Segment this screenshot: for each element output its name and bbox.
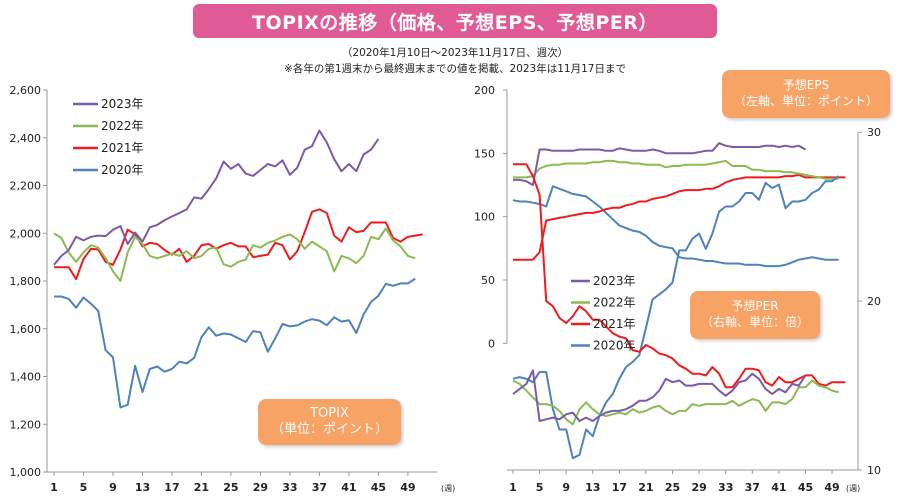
topix-box-unit: （単位：ポイント） (270, 422, 388, 437)
y-tick-label: 1,200 (10, 418, 42, 431)
legend-label: 2023年 (101, 97, 144, 111)
topix-series-2023 (53, 129, 380, 266)
x-tick-label: 41 (341, 481, 356, 494)
per-series-2023 (512, 369, 807, 422)
per-series-2021 (513, 163, 846, 389)
chart-title-banner: TOPIXの推移（価格、予想EPS、予想PER） (193, 4, 717, 38)
x-tick-label: 29 (691, 481, 706, 494)
eps-tick-label: 50 (481, 274, 495, 287)
eps-tick-label: 100 (474, 211, 495, 224)
eps-series-2022 (513, 159, 839, 180)
x-tick-label: 25 (665, 481, 680, 494)
eps-tick-label: 150 (474, 147, 495, 160)
x-tick-label: 29 (253, 481, 268, 494)
topix-series-2020 (54, 277, 416, 409)
topix-label-box: TOPIX （単位：ポイント） (258, 399, 401, 445)
per-tick-label: 10 (867, 464, 881, 477)
x-tick-label: 21 (638, 481, 653, 494)
x-tick-label: 33 (282, 481, 297, 494)
legend-label: 2023年 (593, 274, 636, 288)
eps-box-unit: （左軸、単位：ポイント） (733, 94, 878, 108)
x-tick-label: 9 (109, 481, 117, 494)
per-tick-label: 20 (867, 295, 881, 308)
x-axis-unit: (週) (846, 484, 860, 493)
topix-series-2022 (53, 227, 416, 282)
legend-label: 2022年 (593, 296, 636, 310)
legend-label: 2022年 (101, 119, 144, 133)
topix-box-title: TOPIX (310, 406, 349, 421)
x-tick-label: 17 (612, 481, 627, 494)
x-tick-label: 21 (194, 481, 209, 494)
y-tick-label: 2,000 (10, 227, 42, 240)
eps-series-2020 (512, 185, 839, 268)
x-tick-label: 5 (80, 481, 88, 494)
x-tick-label: 17 (164, 481, 179, 494)
x-tick-label: 45 (371, 481, 386, 494)
eps-tick-label: 200 (474, 84, 495, 97)
x-tick-label: 9 (562, 481, 570, 494)
x-tick-label: 33 (718, 481, 733, 494)
y-tick-label: 1,600 (10, 323, 42, 336)
x-tick-label: 49 (400, 481, 415, 494)
footnote: ※各年の第1週末から最終週末までの値を掲載、2023年は11月17日まで (284, 63, 626, 75)
eps-box-title: 予想EPS (782, 78, 830, 92)
x-tick-label: 1 (509, 481, 517, 494)
y-tick-label: 2,400 (10, 132, 42, 145)
x-tick-label: 49 (824, 481, 839, 494)
x-axis-unit: (週) (441, 484, 455, 493)
x-tick-label: 45 (798, 481, 813, 494)
x-tick-label: 41 (771, 481, 786, 494)
eps-series-2023 (513, 142, 806, 186)
topix-series-2021 (54, 208, 423, 281)
per-series-2022 (512, 379, 839, 426)
legend-label: 2021年 (101, 141, 144, 155)
per-label-box: 予想PER （右軸、単位：倍） (690, 291, 820, 339)
x-tick-label: 37 (745, 481, 760, 494)
per-series-2020 (512, 175, 840, 460)
x-tick-label: 13 (585, 481, 600, 494)
per-box-unit: （右軸、単位：倍） (700, 315, 809, 329)
y-tick-label: 1,800 (10, 275, 42, 288)
y-tick-label: 2,600 (10, 84, 42, 97)
x-tick-label: 25 (223, 481, 238, 494)
y-tick-label: 2,200 (10, 180, 42, 193)
per-tick-label: 30 (867, 126, 881, 139)
x-tick-label: 5 (536, 481, 544, 494)
y-tick-label: 1,000 (10, 466, 42, 479)
legend-label: 2021年 (593, 317, 636, 331)
per-box-title: 予想PER (731, 299, 779, 313)
x-tick-label: 13 (135, 481, 150, 494)
eps-tick-label: 0 (488, 337, 495, 350)
legend-label: 2020年 (101, 163, 144, 177)
eps-series-2021 (513, 173, 846, 261)
x-tick-label: 1 (50, 481, 58, 494)
x-tick-label: 37 (312, 481, 327, 494)
legend-label: 2020年 (593, 339, 636, 353)
y-tick-label: 1,400 (10, 371, 42, 384)
period-note: （2020年1月10日～2023年11月17日、週次） (341, 47, 569, 59)
eps-label-box: 予想EPS （左軸、単位：ポイント） (722, 70, 890, 118)
